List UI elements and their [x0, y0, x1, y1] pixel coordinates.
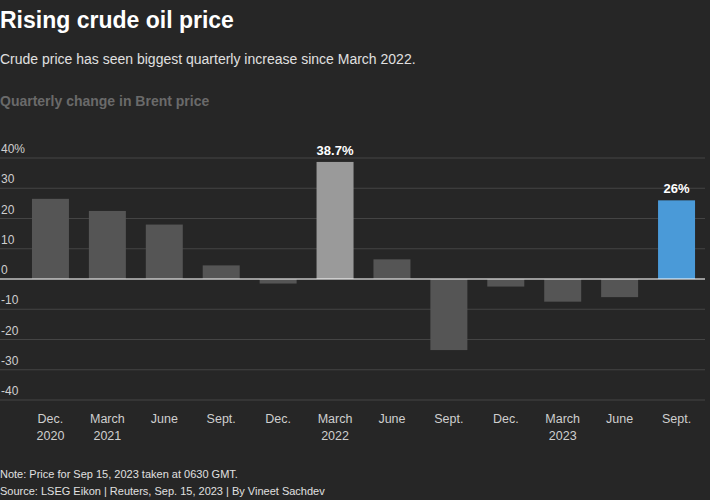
data-label: 38.7% — [317, 143, 354, 158]
x-tick-label: Dec. — [265, 412, 291, 426]
x-tick-label: March 2022 — [318, 412, 353, 443]
x-tick-line: June — [606, 412, 633, 426]
y-tick-label: -30 — [1, 354, 19, 368]
x-tick-label: Dec. — [493, 412, 519, 426]
x-tick-line: 2020 — [37, 429, 65, 443]
subtitle: Crude price has seen biggest quarterly i… — [0, 51, 416, 67]
grid-line — [0, 309, 705, 310]
x-tick-line: March — [318, 412, 353, 426]
x-tick-line: Sept. — [662, 412, 691, 426]
y-tick-label: -10 — [1, 293, 19, 307]
bar — [89, 211, 126, 279]
y-tick-label: 20 — [1, 203, 15, 217]
bar — [373, 259, 410, 279]
x-tick-line: 2022 — [321, 429, 349, 443]
bar — [658, 200, 695, 279]
x-tick-label: Sept. — [207, 412, 236, 426]
bar — [203, 265, 240, 279]
x-tick-line: 2021 — [93, 429, 121, 443]
x-tick-label: Sept. — [662, 412, 691, 426]
x-tick-label: June — [606, 412, 633, 426]
x-tick-line: 2023 — [549, 429, 577, 443]
chart: Rising crude oil price Crude price has se… — [0, 0, 710, 500]
data-label: 26% — [664, 181, 690, 196]
x-tick-label: March 2023 — [545, 412, 580, 443]
zero-line — [0, 278, 705, 279]
x-tick-line: Dec. — [493, 412, 519, 426]
x-tick-line: Sept. — [207, 412, 236, 426]
grid-line — [0, 339, 705, 340]
x-tick-line: March — [545, 412, 580, 426]
x-tick-line: Dec. — [38, 412, 64, 426]
axis-title: Quarterly change in Brent price — [0, 93, 209, 109]
bars — [32, 162, 695, 350]
grid — [0, 158, 705, 400]
y-tick-label: 10 — [1, 233, 15, 247]
x-tick-label: Dec. 2020 — [37, 412, 65, 443]
y-tick-label: 0 — [1, 263, 8, 277]
bar — [146, 225, 183, 279]
x-tick-line: June — [151, 412, 178, 426]
bar — [544, 279, 581, 302]
x-tick-label: Sept. — [434, 412, 463, 426]
y-tick-label: 30 — [1, 172, 15, 186]
bar — [430, 279, 467, 350]
bar — [601, 279, 638, 297]
x-tick-label: June — [378, 412, 405, 426]
y-tick-label: 40% — [1, 142, 25, 156]
bar — [32, 199, 69, 279]
x-tick-label: June — [151, 412, 178, 426]
x-tick-line: Dec. — [265, 412, 291, 426]
background — [0, 0, 710, 500]
grid-line — [0, 369, 705, 370]
bar — [317, 162, 354, 279]
y-tick-label: -20 — [1, 324, 19, 338]
grid-line — [0, 279, 705, 280]
source: Source: LSEG Eikon | Reuters, Sep. 15, 2… — [0, 485, 325, 497]
title: Rising crude oil price — [0, 7, 234, 33]
x-tick-line: June — [378, 412, 405, 426]
x-tick-line: March — [90, 412, 125, 426]
x-tick-label: March 2021 — [90, 412, 125, 443]
bar — [487, 279, 524, 287]
y-tick-label: -40 — [1, 384, 19, 398]
bar — [260, 279, 297, 284]
grid-line — [0, 400, 705, 401]
x-tick-line: Sept. — [434, 412, 463, 426]
note: Note: Price for Sep 15, 2023 taken at 06… — [0, 468, 238, 480]
